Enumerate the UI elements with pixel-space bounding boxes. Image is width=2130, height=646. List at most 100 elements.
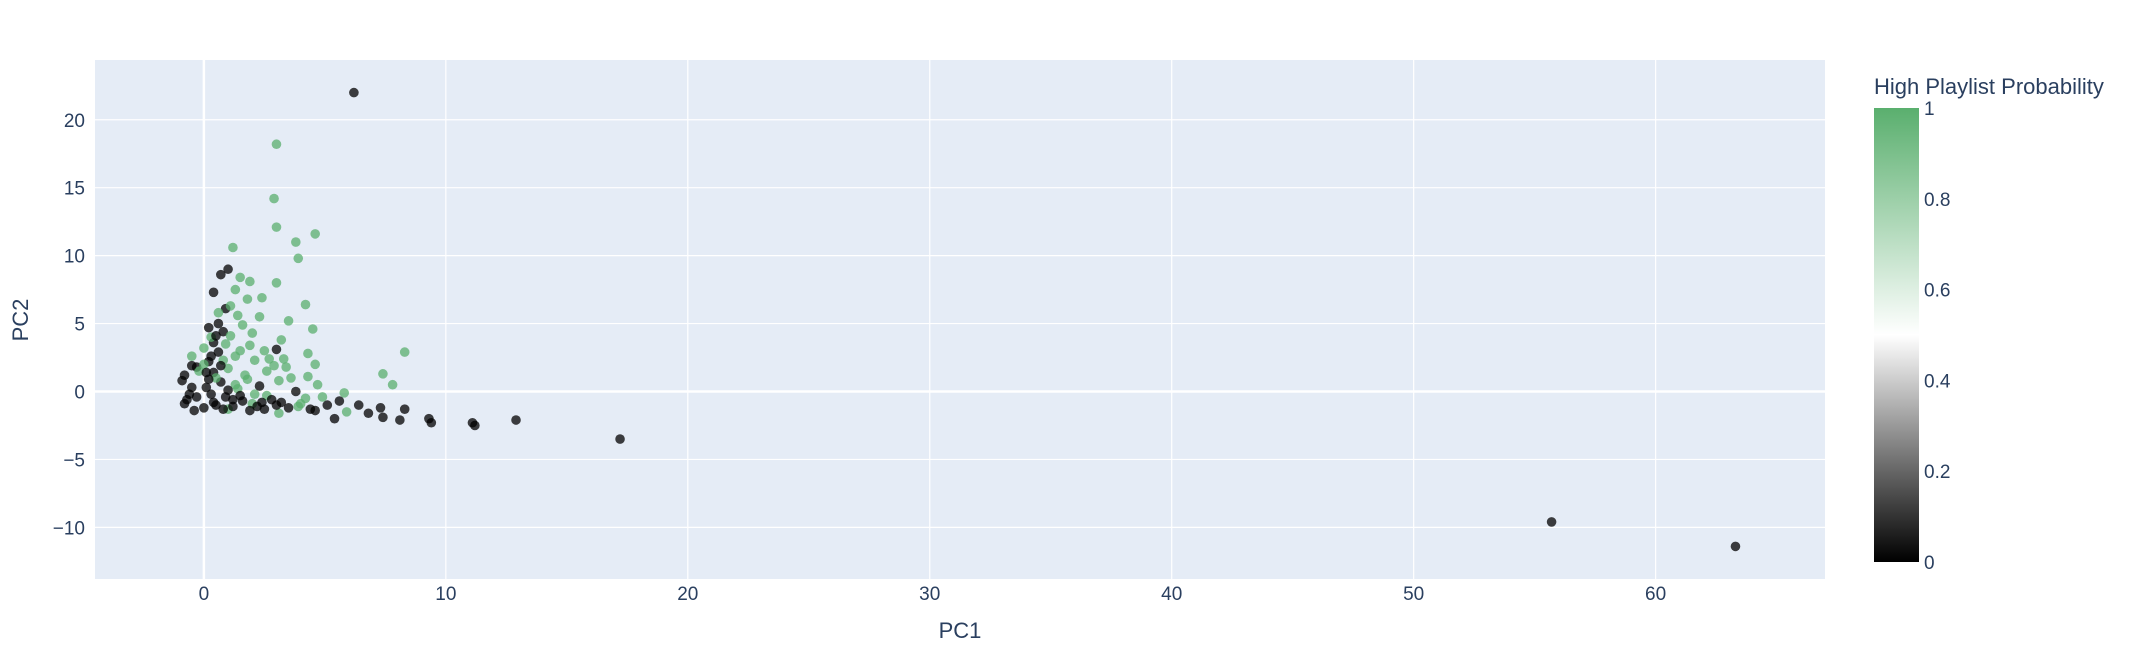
y-tick-label: 10 — [64, 247, 85, 268]
data-point — [426, 417, 437, 428]
data-point — [218, 326, 229, 337]
data-point — [353, 400, 364, 410]
data-point — [291, 237, 301, 247]
data-point — [235, 272, 245, 283]
data-point — [201, 382, 212, 393]
data-point — [216, 269, 226, 280]
data-point — [206, 351, 216, 361]
data-point — [177, 375, 187, 386]
data-point — [283, 403, 294, 413]
colorbar-tick-label: 1 — [1924, 99, 1935, 120]
data-point — [208, 397, 219, 408]
data-point — [242, 294, 253, 304]
data-point — [203, 322, 214, 333]
data-point — [310, 229, 320, 239]
data-point — [329, 413, 340, 424]
data-point — [223, 264, 233, 275]
data-point — [199, 359, 209, 370]
data-point — [271, 278, 282, 288]
data-point — [291, 386, 301, 397]
data-point — [240, 370, 250, 381]
y-tick-label: 0 — [74, 383, 85, 404]
data-point — [271, 400, 282, 410]
x-tick-label: 10 — [435, 584, 456, 605]
data-point — [245, 405, 255, 416]
data-point — [310, 359, 320, 370]
y-tick-label: −10 — [53, 518, 85, 539]
colorbar-ticks: 0 0.2 0.4 0.6 0.8 1 — [1924, 99, 1951, 574]
data-point — [184, 389, 195, 400]
data-point — [237, 320, 248, 330]
data-point — [322, 400, 333, 410]
data-point — [378, 412, 388, 423]
data-point — [283, 316, 294, 326]
data-point — [232, 310, 243, 321]
data-point — [211, 373, 221, 383]
y-tick-label: −5 — [63, 450, 85, 471]
x-tick-label: 30 — [919, 584, 940, 605]
data-point — [235, 345, 245, 356]
data-point — [228, 394, 238, 405]
data-point — [615, 434, 625, 444]
data-point — [281, 362, 291, 372]
data-point — [249, 389, 260, 400]
y-axis-title: PC2 — [8, 299, 33, 342]
data-point — [271, 344, 282, 355]
data-point — [276, 335, 287, 345]
data-point — [257, 397, 267, 408]
data-point — [247, 328, 258, 338]
data-point — [186, 360, 197, 371]
data-point — [274, 408, 284, 419]
data-point — [225, 301, 236, 311]
data-point — [254, 311, 265, 322]
x-tick-label: 60 — [1645, 584, 1666, 605]
data-point — [1730, 541, 1741, 552]
data-point — [189, 405, 200, 416]
data-point — [220, 339, 231, 349]
x-axis-title: PC1 — [939, 618, 982, 643]
x-tick-label: 50 — [1403, 584, 1424, 605]
data-point — [208, 287, 219, 298]
colorbar-tick-label: 0.2 — [1924, 462, 1950, 483]
plot-background — [95, 60, 1825, 579]
data-point — [293, 253, 304, 264]
data-point — [269, 193, 279, 204]
data-point — [395, 415, 405, 425]
data-point — [259, 345, 270, 356]
data-point — [271, 139, 282, 150]
data-point — [249, 355, 260, 366]
data-point — [1546, 517, 1557, 527]
gridlines — [95, 60, 1825, 579]
data-point — [201, 367, 212, 378]
data-point — [387, 379, 398, 390]
colorbar-tick-label: 0 — [1924, 553, 1935, 574]
data-point — [399, 347, 410, 357]
colorbar-tick-label: 0.6 — [1924, 281, 1950, 302]
data-point — [191, 392, 202, 402]
data-point — [228, 401, 238, 412]
data-point — [300, 299, 311, 310]
data-point — [295, 398, 306, 409]
data-point — [223, 385, 233, 395]
data-point — [179, 398, 190, 409]
data-point — [225, 331, 236, 341]
data-point — [511, 415, 521, 425]
data-point — [211, 331, 221, 341]
data-point — [378, 369, 388, 379]
data-point — [341, 407, 352, 417]
x-tick-label: 0 — [199, 584, 210, 605]
data-point — [230, 379, 241, 390]
data-point — [264, 354, 275, 364]
data-point — [235, 390, 245, 401]
data-point — [470, 420, 480, 431]
data-point — [213, 347, 224, 357]
data-point — [274, 375, 284, 386]
data-point — [213, 307, 224, 318]
data-point — [339, 388, 350, 398]
data-point — [186, 351, 197, 361]
y-tick-label: 20 — [64, 111, 85, 132]
data-point — [206, 389, 216, 400]
data-point — [194, 366, 204, 376]
data-point — [245, 276, 255, 287]
